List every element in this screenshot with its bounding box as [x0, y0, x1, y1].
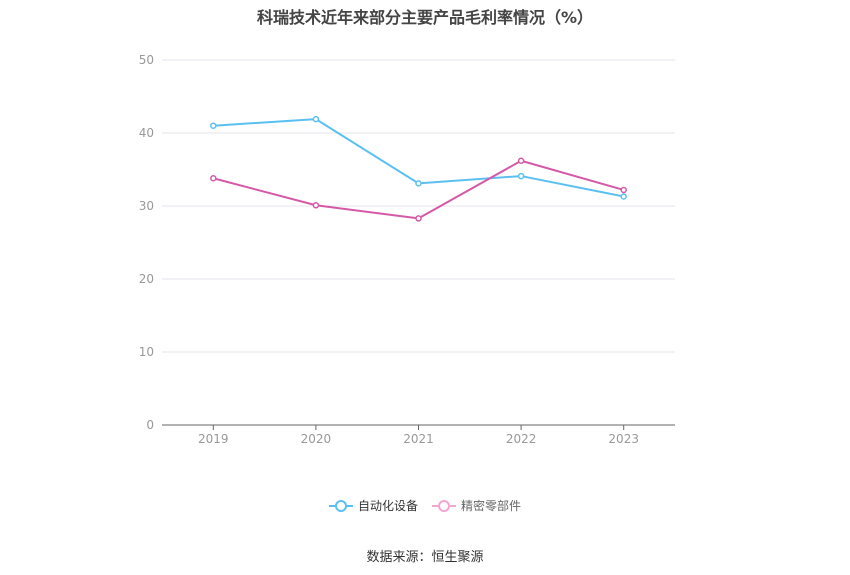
axes: 0 10 20 30 40 50 2019 2020 2021 2022 2023	[139, 53, 675, 446]
legend-item-automation-equipment[interactable]: 自动化设备	[328, 497, 418, 514]
x-tick-label: 2020	[301, 432, 332, 446]
data-source-note: 数据来源：恒生聚源	[366, 550, 484, 565]
data-point[interactable]	[620, 186, 627, 194]
grid-lines	[162, 59, 675, 353]
y-tick-label: 50	[139, 53, 154, 67]
data-point[interactable]	[210, 122, 217, 129]
legend: 自动化设备 精密零部件	[0, 497, 850, 514]
data-point[interactable]	[517, 157, 525, 164]
legend-marker-icon	[432, 499, 456, 512]
legend-label: 精密零部件	[461, 499, 522, 513]
y-tick-label: 0	[146, 418, 154, 432]
y-tick-label: 30	[139, 199, 154, 213]
data-point[interactable]	[415, 215, 422, 222]
series-line-1	[213, 159, 624, 220]
data-point[interactable]	[312, 115, 320, 123]
legend-label: 自动化设备	[357, 499, 418, 513]
data-point[interactable]	[210, 175, 217, 182]
y-tick-label: 20	[139, 272, 154, 286]
y-tick-label: 10	[139, 345, 154, 359]
data-point[interactable]	[415, 180, 422, 187]
x-tick-label: 2022	[506, 432, 537, 446]
x-tick-label: 2023	[608, 432, 639, 446]
data-point[interactable]	[620, 193, 627, 200]
series-lines	[210, 115, 627, 222]
legend-item-precision-parts[interactable]: 精密零部件	[432, 497, 521, 514]
y-tick-label: 40	[139, 126, 154, 140]
chart-title: 科瑞技术近年来部分主要产品毛利率情况（%）	[256, 8, 594, 27]
x-tick-label: 2019	[198, 432, 229, 446]
data-point[interactable]	[312, 202, 320, 209]
data-point[interactable]	[517, 172, 525, 180]
legend-marker-icon	[328, 499, 353, 512]
x-tick-label: 2021	[403, 432, 434, 446]
